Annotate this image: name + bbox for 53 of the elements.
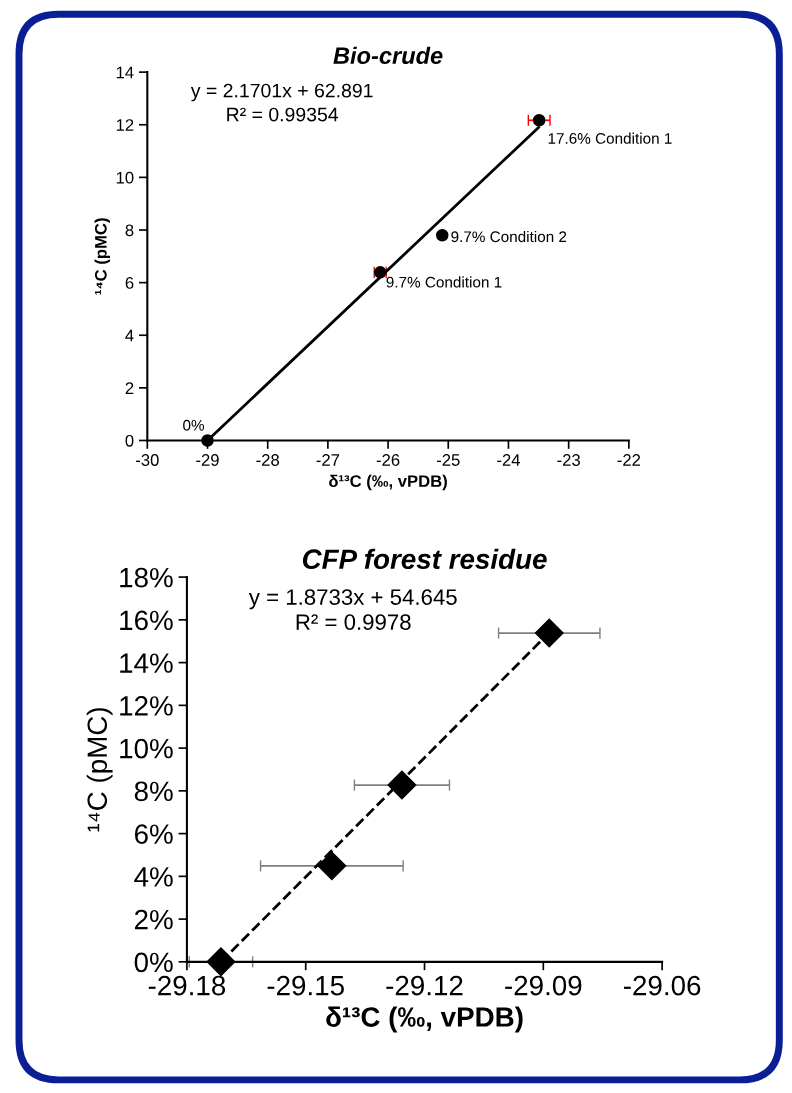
annotation: R² = 0.99354 bbox=[227, 107, 339, 122]
point bbox=[206, 947, 236, 977]
y-tick-label: 18% bbox=[120, 567, 173, 588]
x-tick-label: -25 bbox=[436, 454, 460, 466]
x-tick-label: -23 bbox=[557, 454, 580, 466]
x-tick-label: -29.12 bbox=[386, 975, 463, 996]
y-tick-label: 8% bbox=[134, 781, 173, 802]
annotation: 9.7% Condition 1 bbox=[386, 276, 502, 288]
x-tick-label: -30 bbox=[136, 454, 159, 466]
point bbox=[201, 434, 214, 447]
x-tick-label: -24 bbox=[497, 454, 521, 466]
point bbox=[317, 851, 347, 881]
y-tick-label: 14% bbox=[120, 653, 173, 673]
y-tick-label: 2% bbox=[134, 909, 173, 930]
y-tick-label: 2 bbox=[125, 382, 134, 394]
point bbox=[387, 770, 417, 800]
y-tick-label: 8 bbox=[125, 224, 134, 237]
y-tick-label: 4 bbox=[125, 329, 134, 342]
point bbox=[436, 229, 449, 242]
y-tick-label: 4% bbox=[134, 867, 173, 887]
y-tick-label: 6% bbox=[134, 824, 173, 844]
annotation: 9.7% Condition 2 bbox=[451, 230, 567, 243]
x-axis-title: δ¹³C (‰, vPDB) bbox=[329, 474, 447, 491]
chart-title: CFP forest residue bbox=[302, 548, 547, 570]
y-tick-label: 16% bbox=[120, 610, 173, 631]
x-tick-label: -29.09 bbox=[505, 975, 582, 996]
y-tick-label: 14 bbox=[116, 66, 134, 79]
x-tick-label: -28 bbox=[256, 454, 280, 466]
x-tick-label: -26 bbox=[376, 454, 400, 466]
y-tick-label: 10 bbox=[116, 171, 134, 184]
annotation: 17.6% Condition 1 bbox=[548, 132, 672, 144]
x-tick-label: -27 bbox=[316, 454, 340, 466]
annotation: R² = 0.9978 bbox=[296, 614, 411, 630]
x-tick-label: -29 bbox=[196, 454, 219, 466]
x-tick-label: -29.06 bbox=[623, 975, 701, 996]
x-tick-label: -22 bbox=[617, 454, 641, 466]
y-axis-title: ¹⁴C (pMC) bbox=[86, 708, 113, 832]
chart-title: Bio-crude bbox=[333, 46, 443, 65]
x-tick-label: -29.18 bbox=[148, 975, 226, 996]
annotation: y = 2.1701x + 62.891 bbox=[190, 83, 373, 102]
annotation: y = 1.8733x + 54.645 bbox=[248, 589, 457, 610]
y-tick-label: 10% bbox=[120, 738, 173, 759]
y-tick-label: 6 bbox=[125, 277, 134, 289]
y-tick-label: 0% bbox=[134, 952, 173, 973]
annotation: 0% bbox=[183, 419, 205, 431]
point bbox=[534, 618, 564, 648]
x-axis-title: δ¹³C (‰, vPDB) bbox=[326, 1006, 523, 1033]
y-tick-label: 12 bbox=[116, 119, 134, 131]
y-tick-label: 0 bbox=[125, 434, 134, 447]
y-axis-title: ¹⁴C (pMC) bbox=[94, 218, 111, 295]
y-tick-label: 12% bbox=[120, 696, 173, 716]
point bbox=[532, 114, 546, 127]
x-tick-label: -29.15 bbox=[267, 975, 344, 996]
